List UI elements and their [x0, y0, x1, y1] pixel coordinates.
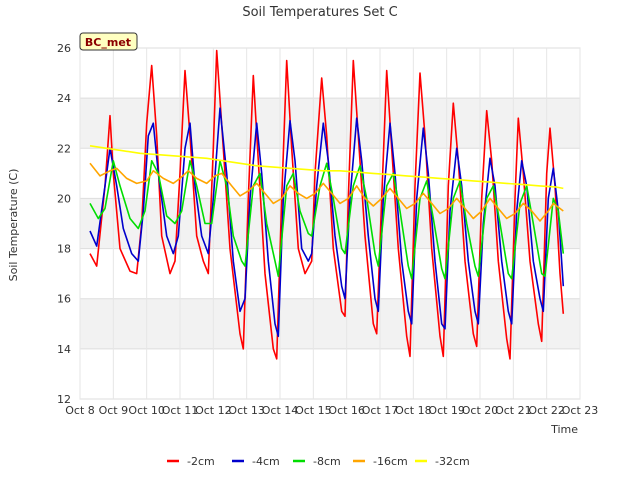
y-tick-label: 16 — [57, 293, 71, 306]
x-tick-label: Oct 10 — [128, 404, 165, 417]
station-badge-text: BC_met — [85, 36, 131, 49]
series-line-8cm — [89, 160, 565, 280]
y-tick-label: 12 — [57, 393, 71, 406]
legend-label: -2cm — [187, 455, 215, 468]
legend-label: -16cm — [373, 455, 408, 468]
x-tick-label: Oct 20 — [462, 404, 499, 417]
series-line-4cm — [89, 107, 565, 338]
x-tick-label: Oct 11 — [162, 404, 199, 417]
x-axis-label: Time — [550, 423, 578, 436]
legend-label: -4cm — [252, 455, 280, 468]
y-tick-label: 14 — [57, 343, 71, 356]
x-tick-label: Oct 8 — [65, 404, 95, 417]
legend-item: -4cm — [232, 455, 280, 468]
y-tick-label: 20 — [57, 192, 71, 205]
legend-label: -32cm — [435, 455, 470, 468]
y-axis: 12 14 16 18 20 22 24 26 — [57, 42, 71, 406]
x-tick-label: Oct 14 — [262, 404, 299, 417]
legend-item: -32cm — [415, 455, 470, 468]
chart-title: Soil Temperatures Set C — [242, 5, 397, 20]
x-tick-label: Oct 21 — [495, 404, 532, 417]
x-tick-label: Oct 16 — [328, 404, 365, 417]
legend-item: -2cm — [167, 455, 215, 468]
grid-band — [80, 98, 580, 149]
x-tick-label: Oct 13 — [228, 404, 265, 417]
x-tick-label: Oct 17 — [362, 404, 399, 417]
x-tick-label: Oct 15 — [295, 404, 332, 417]
x-tick-label: Oct 22 — [528, 404, 565, 417]
legend-item: -8cm — [293, 455, 341, 468]
series-layer — [89, 49, 565, 360]
x-tick-label: Oct 18 — [395, 404, 432, 417]
y-axis-label: Soil Temperature (C) — [7, 169, 20, 282]
y-tick-label: 22 — [57, 142, 71, 155]
legend: -2cm -4cm -8cm -16cm -32cm — [167, 455, 470, 468]
y-tick-label: 24 — [57, 92, 71, 105]
y-tick-label: 26 — [57, 42, 71, 55]
station-badge: BC_met — [79, 32, 138, 51]
grid-band — [80, 198, 580, 249]
legend-label: -8cm — [313, 455, 341, 468]
x-tick-label: Oct 23 — [562, 404, 599, 417]
series-line-32cm — [89, 145, 564, 190]
station-badge-box — [79, 32, 138, 51]
legend-item: -16cm — [353, 455, 408, 468]
x-tick-label: Oct 12 — [195, 404, 232, 417]
series-line-16cm — [89, 162, 564, 222]
x-tick-label: Oct 19 — [428, 404, 465, 417]
y-tick-label: 18 — [57, 243, 71, 256]
x-tick-label: Oct 9 — [99, 404, 129, 417]
grid-band — [80, 298, 580, 349]
